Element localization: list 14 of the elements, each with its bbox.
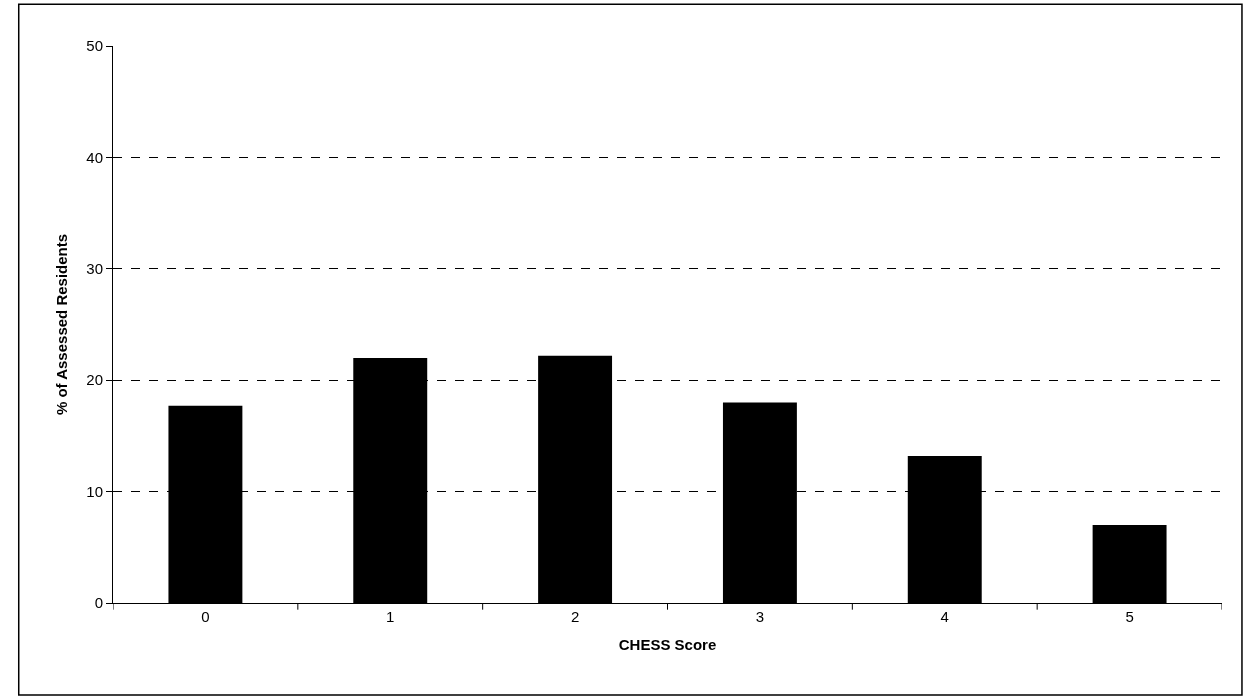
y-tick-label: 0 — [94, 594, 103, 612]
y-tick-label: 10 — [86, 482, 103, 500]
x-axis-title: CHESS Score — [618, 636, 717, 653]
x-tick-label: 2 — [570, 608, 580, 625]
x-tick-label: 1 — [386, 608, 395, 625]
x-tick-label: 0 — [201, 608, 210, 625]
x-tick-label: 4 — [940, 608, 949, 625]
y-tick-label: 50 — [86, 37, 103, 55]
x-tick-label: 3 — [755, 608, 765, 625]
y-tick-label: 40 — [86, 148, 103, 166]
x-tick-label: 5 — [1125, 608, 1134, 625]
y-tick-label: 20 — [86, 371, 103, 389]
y-tick-label: 30 — [86, 260, 103, 278]
y-axis-title: % of Assessed Residents — [52, 233, 70, 416]
